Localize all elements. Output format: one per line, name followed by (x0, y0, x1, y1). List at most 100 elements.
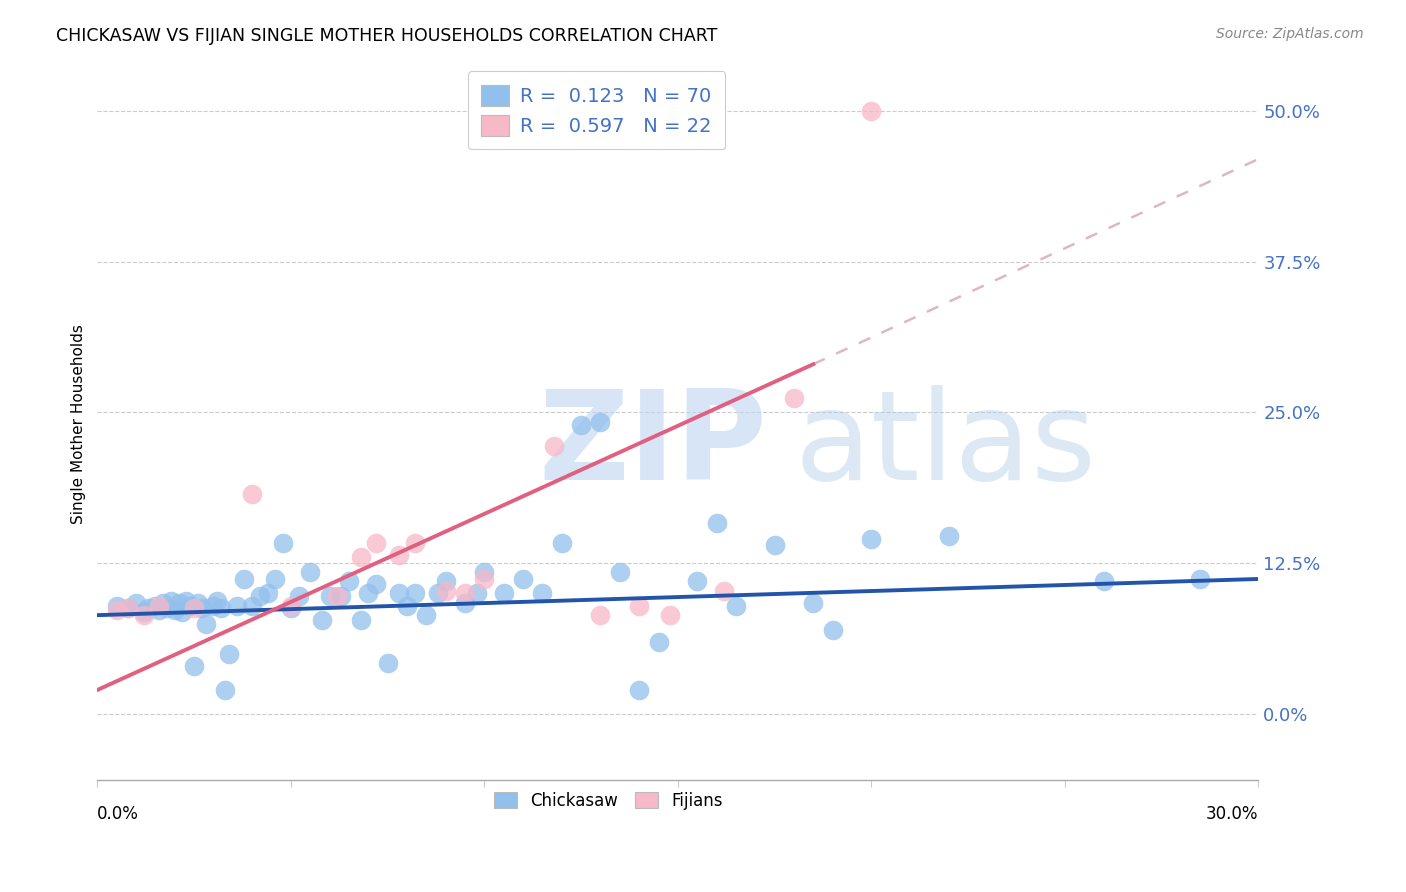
Point (609, 565, 631, 579)
Point (337, 574, 360, 589)
Point (388, 548, 411, 562)
Point (202, 599, 225, 613)
Point (183, 601, 205, 615)
Point (179, 599, 201, 613)
Point (474, 572, 496, 586)
Point (589, 415, 612, 429)
Point (465, 586, 488, 600)
Text: CHICKASAW VS FIJIAN SINGLE MOTHER HOUSEHOLDS CORRELATION CHART: CHICKASAW VS FIJIAN SINGLE MOTHER HOUSEH… (56, 27, 717, 45)
Point (434, 574, 457, 589)
Point (860, 532, 883, 546)
Point (187, 596, 209, 610)
Point (404, 586, 426, 600)
Point (434, 584, 457, 599)
Point (214, 683, 236, 698)
Point (318, 589, 340, 603)
Point (388, 586, 411, 600)
Point (240, 487, 263, 501)
Point (426, 586, 449, 600)
Point (415, 608, 437, 623)
Point (783, 391, 806, 405)
Point (287, 589, 309, 603)
Point (860, 103, 883, 118)
Point (163, 603, 186, 617)
Point (256, 586, 278, 600)
Point (125, 596, 148, 610)
Point (233, 572, 256, 586)
Point (349, 550, 371, 565)
Point (148, 603, 170, 617)
Point (160, 593, 183, 607)
Point (264, 572, 287, 586)
Point (531, 586, 554, 600)
Point (183, 658, 205, 673)
Point (148, 599, 170, 613)
Point (659, 608, 682, 623)
Point (551, 535, 574, 549)
Text: 30.0%: 30.0% (1206, 805, 1258, 823)
Point (364, 576, 387, 591)
Point (801, 596, 824, 610)
Point (136, 601, 159, 615)
Point (364, 535, 387, 549)
Point (454, 586, 477, 600)
Point (543, 439, 565, 453)
Point (569, 417, 592, 432)
Point (647, 634, 669, 648)
Point (249, 589, 271, 603)
Legend: Chickasaw, Fijians: Chickasaw, Fijians (485, 784, 731, 819)
Point (706, 516, 728, 531)
Point (105, 603, 128, 617)
Point (194, 616, 217, 631)
Point (377, 657, 399, 671)
Point (117, 601, 139, 615)
Point (280, 601, 302, 615)
Point (454, 596, 477, 610)
Point (299, 565, 322, 579)
Point (512, 572, 534, 586)
Point (724, 599, 747, 613)
Point (311, 613, 333, 627)
Point (589, 608, 612, 623)
Point (156, 601, 179, 615)
Point (1092, 574, 1115, 589)
Point (152, 596, 174, 610)
Point (474, 565, 496, 579)
Text: 0.0%: 0.0% (97, 805, 139, 823)
Point (330, 589, 353, 603)
Point (225, 599, 247, 613)
Point (105, 599, 128, 613)
Point (1189, 572, 1212, 586)
Point (938, 528, 960, 542)
Point (172, 605, 194, 619)
Point (209, 601, 232, 615)
Point (280, 599, 302, 613)
Y-axis label: Single Mother Households: Single Mother Households (72, 325, 86, 524)
Point (713, 584, 735, 599)
Point (349, 613, 371, 627)
Point (628, 683, 651, 698)
Point (686, 574, 709, 589)
Point (492, 586, 515, 600)
Point (821, 623, 844, 637)
Text: ZIP: ZIP (538, 385, 768, 507)
Point (357, 586, 380, 600)
Point (395, 599, 418, 613)
Point (218, 647, 240, 661)
Point (628, 599, 651, 613)
Point (117, 601, 139, 615)
Point (167, 596, 190, 610)
Point (176, 593, 198, 607)
Point (763, 538, 786, 552)
Point (404, 535, 426, 549)
Point (207, 593, 229, 607)
Point (326, 589, 349, 603)
Point (240, 599, 263, 613)
Point (145, 599, 167, 613)
Point (132, 605, 155, 619)
Point (271, 535, 294, 549)
Point (191, 601, 214, 615)
Text: Source: ZipAtlas.com: Source: ZipAtlas.com (1216, 27, 1364, 41)
Text: atlas: atlas (794, 385, 1097, 507)
Point (132, 608, 155, 623)
